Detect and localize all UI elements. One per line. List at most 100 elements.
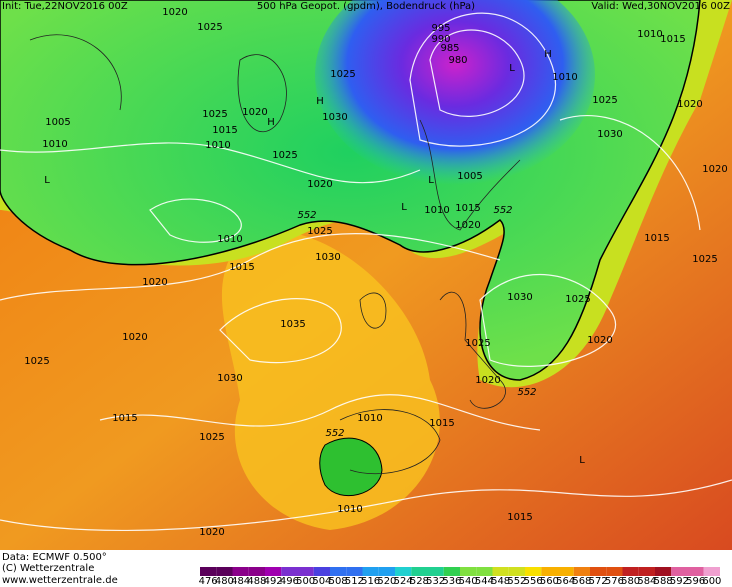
geopotential-label: 552: [517, 387, 536, 398]
isobar-label: 1025: [199, 432, 224, 443]
scale-label: 576: [605, 576, 624, 587]
copyright: (C) Wetterzentrale: [2, 563, 94, 574]
isobar-label: 1025: [272, 150, 297, 161]
scale-label: 504: [312, 576, 331, 587]
scale-swatch: [655, 567, 672, 576]
isobar-label: 1010: [217, 234, 242, 245]
isobar-label: 1020: [702, 164, 727, 175]
scale-label: 500: [296, 576, 315, 587]
geopotential-label: 552: [297, 210, 316, 221]
cut-off-low: [319, 437, 383, 497]
scale-swatch: [232, 567, 249, 576]
isobar-label: 1015: [507, 512, 532, 523]
isobar-label: 1010: [424, 205, 449, 216]
scale-label: 524: [394, 576, 413, 587]
init-text: Init: Tue,22NOV2016 00Z: [2, 1, 128, 12]
scale-label: 552: [507, 576, 526, 587]
pressure-center: L: [428, 175, 434, 186]
isobar-label: 1015: [455, 203, 480, 214]
scale-swatch: [622, 567, 639, 576]
map-title: 500 hPa Geopot. (gpdm), Bodendruck (hPa): [257, 1, 475, 12]
scale-label: 580: [621, 576, 640, 587]
scale-label: 592: [670, 576, 689, 587]
isobar-label: 1020: [475, 375, 500, 386]
scale-swatch: [265, 567, 282, 576]
scale-swatch: [200, 567, 217, 576]
isobar-label: 1010: [637, 29, 662, 40]
isobar-label: 1010: [552, 72, 577, 83]
scale-label: 588: [654, 576, 673, 587]
scale-label: 516: [361, 576, 380, 587]
scale-swatch: [411, 567, 428, 576]
scale-label: 496: [280, 576, 299, 587]
pressure-center: L: [579, 455, 585, 466]
scale-swatch: [362, 567, 379, 576]
scale-swatch: [330, 567, 347, 576]
scale-swatch: [606, 567, 623, 576]
isobar-label: 1020: [122, 332, 147, 343]
isobar-label: 1025: [330, 69, 355, 80]
isobar-label: 1010: [337, 504, 362, 515]
isobar-label: 1025: [692, 254, 717, 265]
scale-label: 480: [215, 576, 234, 587]
scale-label: 596: [686, 576, 705, 587]
scale-label: 572: [589, 576, 608, 587]
scale-label: 476: [199, 576, 218, 587]
scale-label: 560: [540, 576, 559, 587]
scale-swatch: [492, 567, 509, 576]
isobar-label: 1005: [45, 117, 70, 128]
isobar-label: 1020: [587, 335, 612, 346]
scale-label: 508: [329, 576, 348, 587]
scale-swatch: [297, 567, 314, 576]
scale-swatch: [476, 567, 493, 576]
scale-swatch: [427, 567, 444, 576]
isobar-label: 1020: [162, 7, 187, 18]
scale-label: 600: [702, 576, 721, 587]
isobar-label: 1020: [242, 107, 267, 118]
coastlines: [29, 34, 521, 475]
scale-label: 584: [637, 576, 656, 587]
low-area: [315, 0, 595, 185]
isobar-label: 1020: [199, 527, 224, 538]
pressure-center: H: [267, 117, 275, 128]
scale-label: 556: [524, 576, 543, 587]
isobar-label: 1025: [197, 22, 222, 33]
isobar-label: 1020: [307, 179, 332, 190]
isobar-label: 1015: [229, 262, 254, 273]
geopotential-label: 552: [493, 205, 512, 216]
scale-label: 568: [572, 576, 591, 587]
scale-swatch: [378, 567, 395, 576]
geopotential-label: 552: [325, 428, 344, 439]
pressure-center: H: [544, 49, 552, 60]
isobar-label: 1015: [212, 125, 237, 136]
url: www.wetterzentrale.de: [2, 575, 118, 586]
scale-label: 512: [345, 576, 364, 587]
scale-swatch: [573, 567, 590, 576]
scale-swatch: [281, 567, 298, 576]
scale-swatch: [460, 567, 477, 576]
pressure-center: L: [401, 202, 407, 213]
scale-swatch: [541, 567, 558, 576]
isobar-label: 990: [431, 34, 450, 45]
scale-label: 540: [459, 576, 478, 587]
scale-swatch: [508, 567, 525, 576]
isobar-label: 1025: [202, 109, 227, 120]
pressure-center: H: [316, 96, 324, 107]
scale-swatch: [638, 567, 655, 576]
scale-swatch: [443, 567, 460, 576]
scale-label: 544: [475, 576, 494, 587]
isobar-label: 1015: [660, 34, 685, 45]
isobar-label: 985: [440, 43, 459, 54]
isobar-label: 1020: [677, 99, 702, 110]
scale-swatch: [313, 567, 330, 576]
isobar-label: 1025: [24, 356, 49, 367]
isobar-label: 1025: [565, 294, 590, 305]
pressure-center: L: [44, 175, 50, 186]
isobar-label: 1025: [307, 226, 332, 237]
isobar-label: 1030: [322, 112, 347, 123]
scale-swatch: [687, 567, 704, 576]
scale-label: 532: [426, 576, 445, 587]
scale-swatch: [590, 567, 607, 576]
scale-swatch: [395, 567, 412, 576]
